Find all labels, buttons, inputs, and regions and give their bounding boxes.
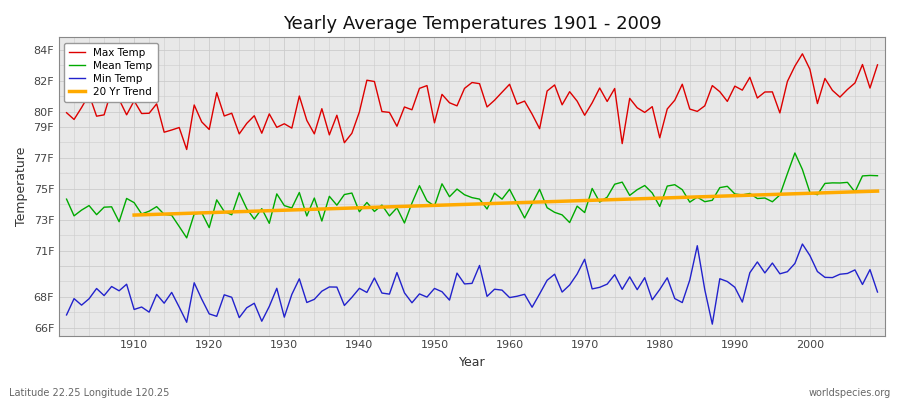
20 Yr Trend — [872, 189, 883, 194]
Line: Max Temp: Max Temp — [67, 54, 878, 150]
X-axis label: Year: Year — [459, 356, 485, 369]
Max Temp — [512, 102, 523, 106]
Min Temp — [797, 242, 808, 246]
Text: worldspecies.org: worldspecies.org — [809, 388, 891, 398]
Min Temp — [594, 285, 605, 290]
Min Temp — [286, 292, 297, 297]
Max Temp — [122, 112, 132, 117]
Min Temp — [706, 322, 717, 326]
Max Temp — [339, 140, 350, 145]
Mean Temp — [339, 192, 350, 197]
20 Yr Trend — [129, 213, 140, 218]
Y-axis label: Temperature: Temperature — [15, 147, 28, 226]
20 Yr Trend — [584, 198, 595, 203]
Min Temp — [61, 312, 72, 317]
Mean Temp — [602, 195, 613, 200]
Title: Yearly Average Temperatures 1901 - 2009: Yearly Average Temperatures 1901 - 2009 — [283, 15, 662, 33]
Text: Latitude 22.25 Longitude 120.25: Latitude 22.25 Longitude 120.25 — [9, 388, 169, 398]
20 Yr Trend — [572, 198, 582, 203]
Max Temp — [504, 82, 515, 87]
Mean Temp — [872, 173, 883, 178]
Mean Temp — [294, 190, 305, 195]
Max Temp — [602, 99, 613, 104]
Line: 20 Yr Trend: 20 Yr Trend — [134, 191, 878, 215]
20 Yr Trend — [569, 198, 580, 203]
Max Temp — [872, 62, 883, 67]
Mean Temp — [504, 187, 515, 192]
Min Temp — [331, 285, 342, 290]
Min Temp — [497, 288, 508, 292]
Mean Temp — [512, 201, 523, 206]
20 Yr Trend — [131, 212, 142, 217]
Line: Mean Temp: Mean Temp — [67, 153, 878, 238]
Min Temp — [122, 282, 132, 287]
Mean Temp — [181, 236, 192, 240]
Max Temp — [797, 52, 808, 56]
Min Temp — [872, 290, 883, 294]
Max Temp — [61, 110, 72, 115]
Mean Temp — [789, 150, 800, 155]
20 Yr Trend — [755, 192, 766, 197]
Mean Temp — [122, 196, 132, 201]
20 Yr Trend — [803, 191, 814, 196]
Min Temp — [504, 295, 515, 300]
Legend: Max Temp, Mean Temp, Min Temp, 20 Yr Trend: Max Temp, Mean Temp, Min Temp, 20 Yr Tre… — [64, 42, 158, 102]
Mean Temp — [61, 197, 72, 202]
Max Temp — [181, 147, 192, 152]
Max Temp — [294, 94, 305, 98]
Line: Min Temp: Min Temp — [67, 244, 878, 324]
